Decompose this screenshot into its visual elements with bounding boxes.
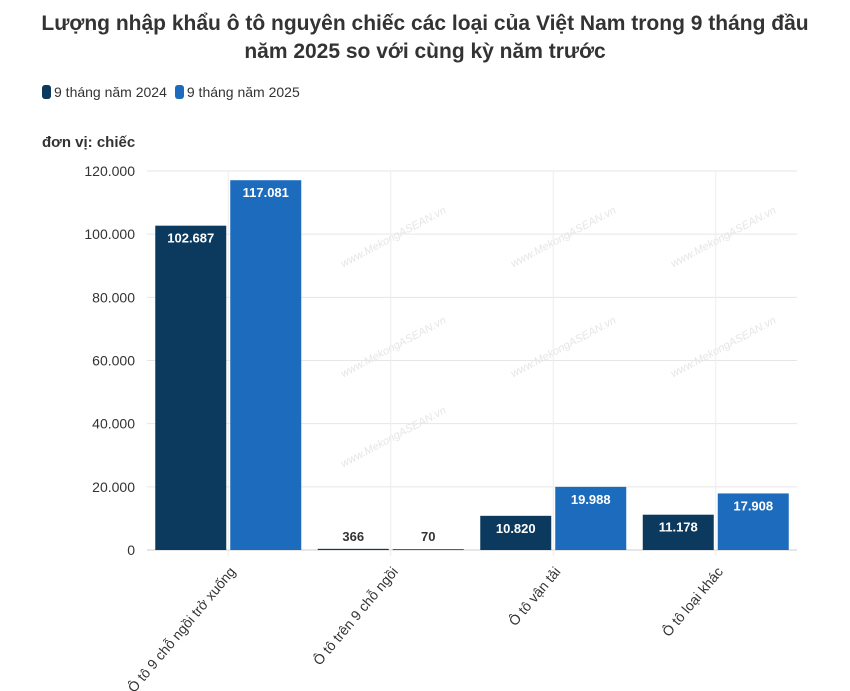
watermark: www.MekongASEAN.vn [339, 314, 448, 380]
y-axis-unit: đơn vị: chiếc [42, 134, 136, 151]
y-tick-label: 60.000 [92, 353, 135, 369]
y-tick-label: 0 [127, 542, 135, 558]
data-label: 102.687 [167, 231, 214, 246]
data-label: 10.820 [496, 521, 536, 536]
legend-item-2025[interactable]: 9 tháng năm 2025 [174, 84, 300, 100]
bar-2024 [480, 515, 552, 550]
bar-2024 [317, 548, 389, 550]
legend-label-2024: 9 tháng năm 2024 [54, 84, 167, 100]
legend-label-2025: 9 tháng năm 2025 [186, 84, 300, 100]
watermark: www.MekongASEAN.vn [339, 404, 448, 470]
bar-2025 [392, 549, 464, 550]
data-label: 70 [421, 529, 435, 544]
data-label: 19.988 [571, 492, 611, 507]
bar-2025 [555, 486, 627, 550]
x-tick-label: Ô tô 9 chỗ ngồi trở xuống [124, 564, 238, 691]
legend-item-2024[interactable]: 9 tháng năm 2024 [42, 84, 167, 100]
y-tick-label: 80.000 [92, 289, 135, 305]
x-tick-label: Ô tô vận tải [505, 564, 563, 629]
bar-2024 [155, 225, 227, 550]
bar-2024 [642, 514, 714, 550]
data-label: 11.178 [659, 520, 698, 535]
x-tick-label: Ô tô loại khác [659, 564, 726, 640]
watermark: www.MekongASEAN.vn [339, 204, 448, 270]
chart-title: Lượng nhập khẩu ô tô nguyên chiếc các lo… [41, 12, 809, 63]
watermark: www.MekongASEAN.vn [669, 314, 778, 380]
y-tick-label: 120.000 [84, 163, 135, 179]
bar-2025 [230, 180, 302, 550]
y-tick-label: 100.000 [84, 226, 135, 242]
legend-swatch-2025 [174, 85, 184, 99]
legend-swatch-2024 [42, 85, 51, 99]
watermark: www.MekongASEAN.vn [509, 204, 618, 270]
data-label: 117.081 [243, 185, 289, 200]
data-label: 366 [342, 529, 364, 544]
y-tick-label: 40.000 [92, 416, 135, 432]
x-tick-label: Ô tô trên 9 chỗ ngồi [310, 564, 401, 668]
y-tick-label: 20.000 [92, 479, 135, 495]
bar-2025 [717, 493, 789, 550]
legend: 9 tháng năm 2024 9 tháng năm 2025 [42, 84, 300, 100]
data-label: 17.908 [733, 498, 773, 513]
watermark: www.MekongASEAN.vn [509, 314, 618, 380]
watermark: www.MekongASEAN.vn [669, 204, 778, 270]
